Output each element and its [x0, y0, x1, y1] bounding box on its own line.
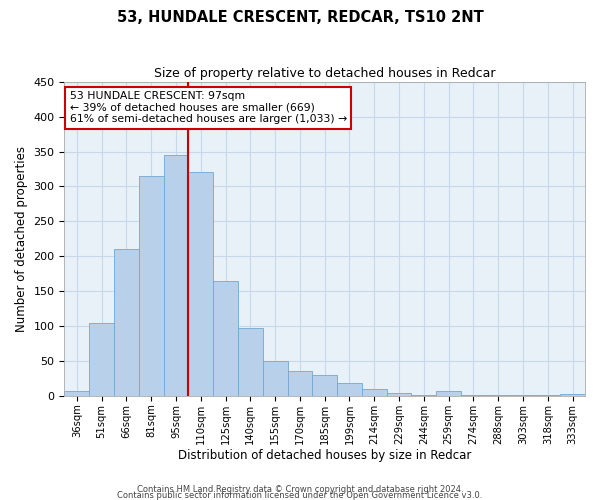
Bar	[238, 328, 263, 396]
Bar	[287, 371, 313, 396]
Bar	[313, 375, 337, 396]
Bar	[511, 395, 535, 396]
Bar	[64, 391, 89, 396]
Bar	[386, 393, 412, 396]
Bar	[188, 172, 213, 396]
Bar	[139, 176, 164, 396]
Title: Size of property relative to detached houses in Redcar: Size of property relative to detached ho…	[154, 68, 496, 80]
Text: Contains HM Land Registry data © Crown copyright and database right 2024.: Contains HM Land Registry data © Crown c…	[137, 485, 463, 494]
Bar	[461, 395, 486, 396]
Bar	[486, 395, 511, 396]
Bar	[436, 391, 461, 396]
Bar	[263, 361, 287, 396]
Bar	[89, 322, 114, 396]
Bar	[535, 395, 560, 396]
Text: Contains public sector information licensed under the Open Government Licence v3: Contains public sector information licen…	[118, 491, 482, 500]
X-axis label: Distribution of detached houses by size in Redcar: Distribution of detached houses by size …	[178, 450, 472, 462]
Bar	[560, 394, 585, 396]
Bar	[362, 389, 386, 396]
Bar	[164, 155, 188, 396]
Text: 53 HUNDALE CRESCENT: 97sqm
← 39% of detached houses are smaller (669)
61% of sem: 53 HUNDALE CRESCENT: 97sqm ← 39% of deta…	[70, 91, 347, 124]
Bar	[412, 395, 436, 396]
Y-axis label: Number of detached properties: Number of detached properties	[15, 146, 28, 332]
Bar	[337, 384, 362, 396]
Bar	[114, 250, 139, 396]
Bar	[213, 280, 238, 396]
Text: 53, HUNDALE CRESCENT, REDCAR, TS10 2NT: 53, HUNDALE CRESCENT, REDCAR, TS10 2NT	[116, 10, 484, 25]
